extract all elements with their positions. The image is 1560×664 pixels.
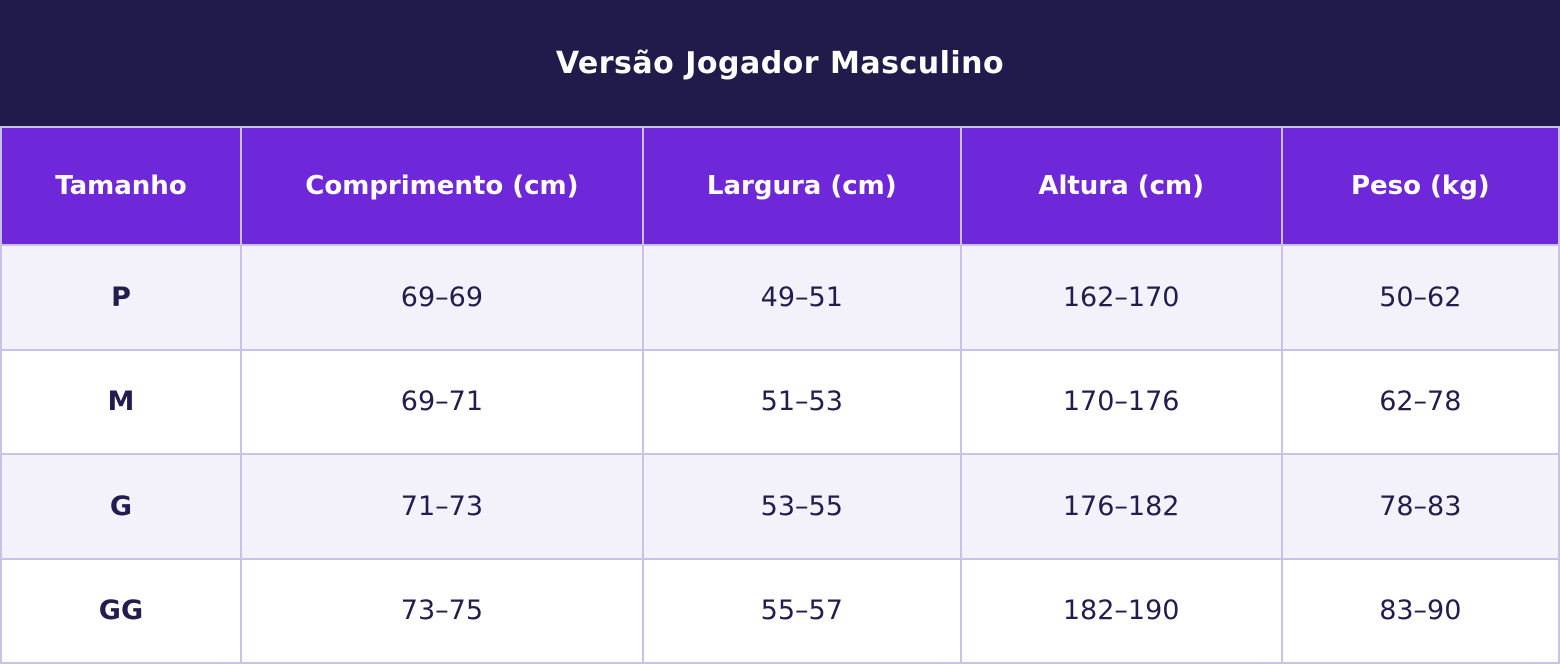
altura-cell: 170–176 <box>959 348 1283 455</box>
size-cell: M <box>0 348 242 455</box>
column-header-peso: Peso (kg) <box>1280 126 1560 246</box>
table-row: M 69–71 51–53 170–176 62–78 <box>0 348 1560 455</box>
largura-cell: 51–53 <box>641 348 962 455</box>
peso-cell: 50–62 <box>1280 244 1560 351</box>
peso-cell: 83–90 <box>1280 557 1560 664</box>
size-cell: GG <box>0 557 242 664</box>
comprimento-cell: 69–69 <box>239 244 644 351</box>
altura-cell: 176–182 <box>959 453 1283 560</box>
column-header-tamanho: Tamanho <box>0 126 242 246</box>
size-cell: P <box>0 244 242 351</box>
comprimento-cell: 73–75 <box>239 557 644 664</box>
column-header-largura: Largura (cm) <box>641 126 962 246</box>
size-table: Tamanho Comprimento (cm) Largura (cm) Al… <box>0 126 1560 664</box>
largura-cell: 49–51 <box>641 244 962 351</box>
peso-cell: 62–78 <box>1280 348 1560 455</box>
largura-cell: 53–55 <box>641 453 962 560</box>
size-cell: G <box>0 453 242 560</box>
altura-cell: 182–190 <box>959 557 1283 664</box>
table-row: GG 73–75 55–57 182–190 83–90 <box>0 557 1560 664</box>
peso-cell: 78–83 <box>1280 453 1560 560</box>
header-row: Tamanho Comprimento (cm) Largura (cm) Al… <box>0 126 1560 246</box>
table-row: G 71–73 53–55 176–182 78–83 <box>0 453 1560 560</box>
column-header-altura: Altura (cm) <box>959 126 1283 246</box>
comprimento-cell: 71–73 <box>239 453 644 560</box>
altura-cell: 162–170 <box>959 244 1283 351</box>
size-table-header: Tamanho Comprimento (cm) Largura (cm) Al… <box>0 126 1560 246</box>
largura-cell: 55–57 <box>641 557 962 664</box>
column-header-comprimento: Comprimento (cm) <box>239 126 644 246</box>
size-table-body: P 69–69 49–51 162–170 50–62 M 69–71 51–5… <box>0 244 1560 664</box>
chart-title: Versão Jogador Masculino <box>0 0 1560 126</box>
comprimento-cell: 69–71 <box>239 348 644 455</box>
table-row: P 69–69 49–51 162–170 50–62 <box>0 244 1560 351</box>
